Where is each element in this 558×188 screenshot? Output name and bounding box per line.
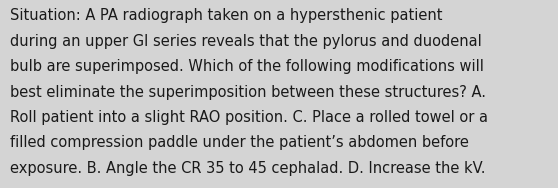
Text: bulb are superimposed. Which of the following modifications will: bulb are superimposed. Which of the foll… — [10, 59, 484, 74]
Text: exposure. B. Angle the CR 35 to 45 cephalad. D. Increase the kV.: exposure. B. Angle the CR 35 to 45 cepha… — [10, 161, 485, 176]
Text: best eliminate the superimposition between these structures? A.: best eliminate the superimposition betwe… — [10, 85, 486, 100]
Text: during an upper GI series reveals that the pylorus and duodenal: during an upper GI series reveals that t… — [10, 34, 482, 49]
Text: Roll patient into a slight RAO position. C. Place a rolled towel or a: Roll patient into a slight RAO position.… — [10, 110, 488, 125]
Text: Situation: A PA radiograph taken on a hypersthenic patient: Situation: A PA radiograph taken on a hy… — [10, 8, 442, 24]
Text: filled compression paddle under the patient’s abdomen before: filled compression paddle under the pati… — [10, 135, 469, 150]
